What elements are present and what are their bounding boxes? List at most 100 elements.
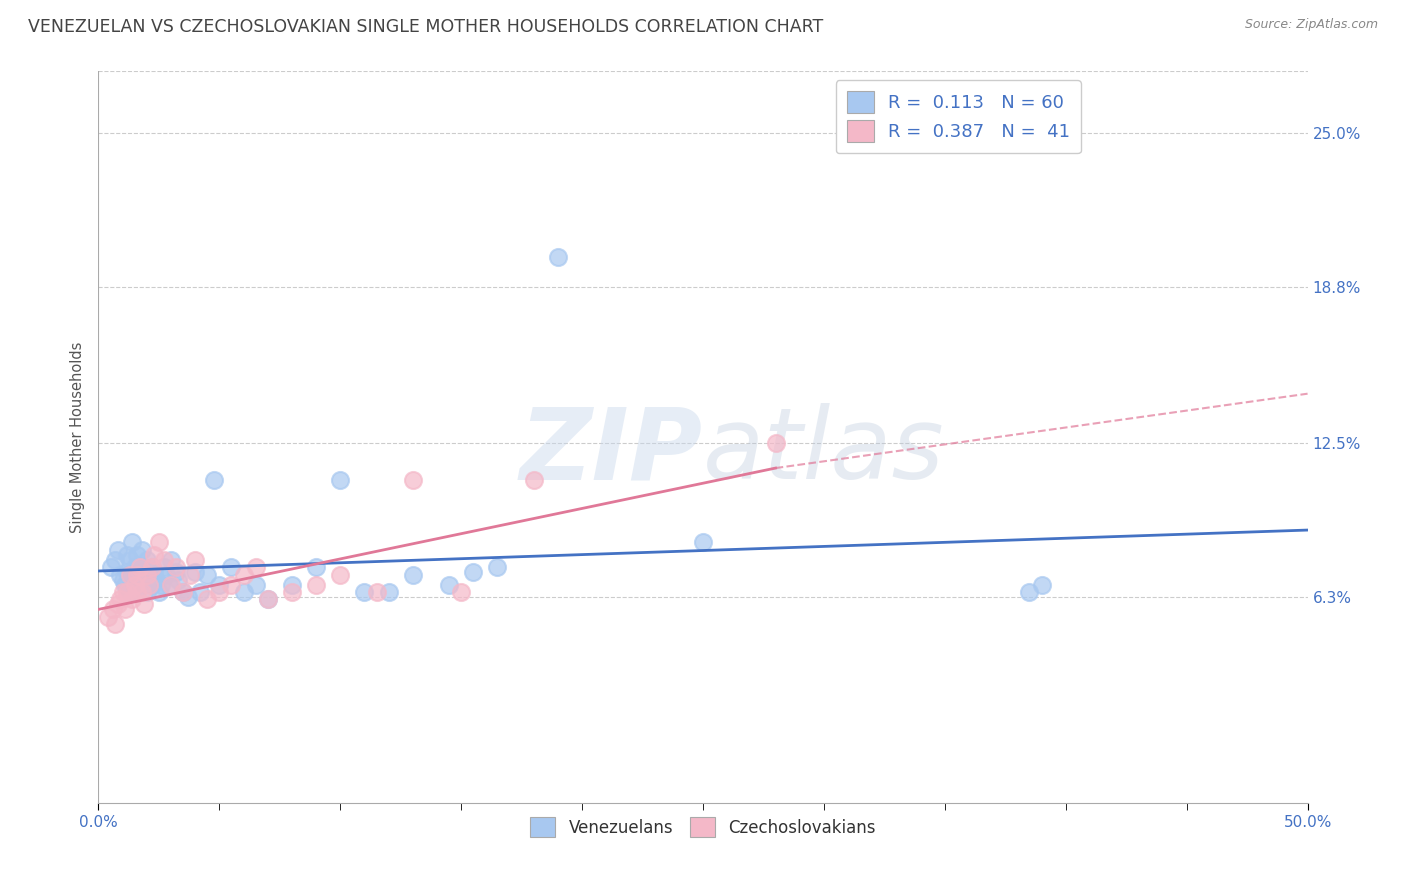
Point xyxy=(232,567,254,582)
Point xyxy=(141,560,163,574)
Point xyxy=(127,548,149,562)
Point xyxy=(152,560,174,574)
Point xyxy=(134,598,156,612)
Point xyxy=(165,565,187,579)
Point xyxy=(131,560,153,574)
Point xyxy=(172,585,194,599)
Point xyxy=(353,585,375,599)
Point xyxy=(118,585,141,599)
Point xyxy=(117,565,139,579)
Point xyxy=(402,474,425,488)
Point xyxy=(121,592,143,607)
Point xyxy=(124,577,146,591)
Point xyxy=(463,565,485,579)
Point xyxy=(131,542,153,557)
Point xyxy=(177,590,200,604)
Point xyxy=(114,602,136,616)
Point xyxy=(195,567,218,582)
Point xyxy=(121,535,143,549)
Point xyxy=(329,474,352,488)
Point xyxy=(547,250,569,264)
Text: ZIP: ZIP xyxy=(520,403,703,500)
Point xyxy=(131,585,153,599)
Point xyxy=(118,567,141,582)
Point xyxy=(148,535,170,549)
Point xyxy=(221,577,243,591)
Point xyxy=(305,560,328,574)
Point xyxy=(145,573,167,587)
Point xyxy=(128,577,150,591)
Point xyxy=(134,573,156,587)
Point xyxy=(111,585,134,599)
Point xyxy=(150,577,173,591)
Point xyxy=(1031,577,1053,591)
Point xyxy=(305,577,328,591)
Point xyxy=(437,577,460,591)
Point xyxy=(143,565,166,579)
Legend: Venezuelans, Czechoslovakians: Venezuelans, Czechoslovakians xyxy=(522,809,884,846)
Point xyxy=(221,560,243,574)
Point xyxy=(165,560,187,574)
Point xyxy=(172,585,194,599)
Text: Source: ZipAtlas.com: Source: ZipAtlas.com xyxy=(1244,18,1378,31)
Point xyxy=(97,610,120,624)
Point xyxy=(107,598,129,612)
Point xyxy=(138,567,160,582)
Point xyxy=(281,585,304,599)
Point xyxy=(104,617,127,632)
Point xyxy=(141,560,163,574)
Point xyxy=(184,565,207,579)
Point xyxy=(366,585,388,599)
Point xyxy=(765,436,787,450)
Point xyxy=(124,560,146,574)
Point xyxy=(127,567,149,582)
Text: VENEZUELAN VS CZECHOSLOVAKIAN SINGLE MOTHER HOUSEHOLDS CORRELATION CHART: VENEZUELAN VS CZECHOSLOVAKIAN SINGLE MOT… xyxy=(28,18,824,36)
Point xyxy=(117,548,139,562)
Point xyxy=(402,567,425,582)
Point xyxy=(188,585,211,599)
Point xyxy=(377,585,399,599)
Point xyxy=(107,542,129,557)
Point xyxy=(101,602,124,616)
Point xyxy=(155,567,177,582)
Point xyxy=(486,560,509,574)
Point xyxy=(256,592,278,607)
Point xyxy=(117,585,139,599)
Y-axis label: Single Mother Households: Single Mother Households xyxy=(70,342,86,533)
Point xyxy=(108,567,131,582)
Point xyxy=(135,553,157,567)
Point xyxy=(108,592,131,607)
Point xyxy=(1018,585,1040,599)
Point xyxy=(245,560,267,574)
Point xyxy=(232,585,254,599)
Point xyxy=(329,567,352,582)
Point xyxy=(184,553,207,567)
Point xyxy=(128,560,150,574)
Point xyxy=(245,577,267,591)
Point xyxy=(111,573,134,587)
Point xyxy=(152,553,174,567)
Point xyxy=(128,565,150,579)
Point xyxy=(208,585,231,599)
Point xyxy=(118,553,141,567)
Point xyxy=(160,577,183,591)
Point xyxy=(127,585,149,599)
Point xyxy=(692,535,714,549)
Point xyxy=(148,585,170,599)
Point xyxy=(160,553,183,567)
Point xyxy=(127,573,149,587)
Point xyxy=(450,585,472,599)
Point xyxy=(157,577,180,591)
Point xyxy=(104,553,127,567)
Point xyxy=(121,567,143,582)
Point xyxy=(114,577,136,591)
Point xyxy=(195,592,218,607)
Point xyxy=(138,577,160,591)
Point xyxy=(523,474,546,488)
Point xyxy=(143,548,166,562)
Point xyxy=(281,577,304,591)
Point xyxy=(135,567,157,582)
Point xyxy=(256,592,278,607)
Point xyxy=(208,577,231,591)
Point xyxy=(167,573,190,587)
